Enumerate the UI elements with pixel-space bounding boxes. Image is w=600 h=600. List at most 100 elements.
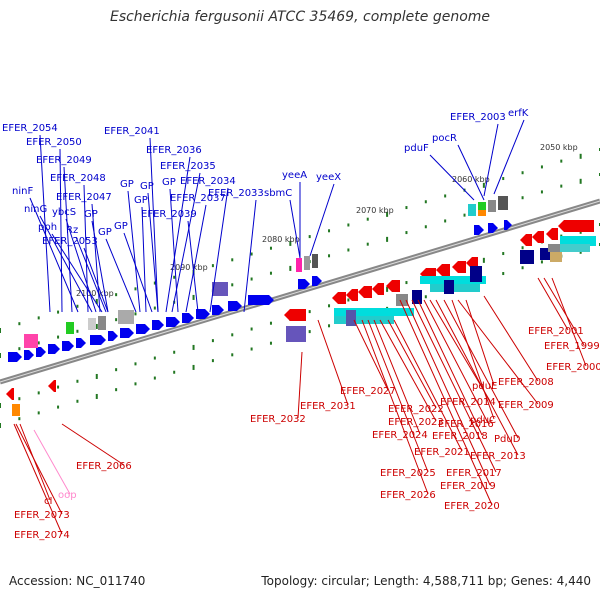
- reverse-gene-leader: [387, 319, 437, 409]
- reverse-gene-label: EFER_2018: [432, 431, 488, 442]
- gene-labels: EFER_2054 EFER_2050 EFER_2049 ninF EFER_2048…: [2, 108, 600, 541]
- track-tick: [231, 258, 234, 262]
- forward-gene-arrow: [24, 350, 34, 360]
- forward-gene-label: GP: [120, 179, 134, 190]
- reverse-gene-arrow: [520, 234, 532, 246]
- forward-gene-label: ninF: [12, 186, 33, 197]
- reverse-gene-leader: [429, 299, 491, 402]
- track-tick: [231, 283, 234, 287]
- track-tick: [192, 344, 195, 350]
- track-tick: [0, 403, 1, 408]
- track-tick: [308, 310, 311, 314]
- track-tick: [0, 423, 1, 428]
- track-tick: [386, 286, 389, 292]
- track-tick: [444, 219, 447, 223]
- track-tick: [289, 265, 292, 271]
- track-tick: [95, 298, 98, 304]
- forward-gene-block: [478, 202, 486, 212]
- label-leader-lines: [13, 119, 587, 535]
- forward-gene-label: pduF: [404, 143, 429, 154]
- reverse-gene-leader: [465, 299, 495, 386]
- reverse-gene-label: cI: [44, 496, 52, 507]
- reverse-gene-label: EFER_2008: [498, 377, 554, 388]
- reverse-gene-leader: [15, 423, 63, 515]
- forward-gene-leader: [123, 232, 153, 313]
- reverse-gene-label: EFER_2027: [340, 386, 396, 397]
- forward-gene-label: EFER_2003: [450, 112, 506, 123]
- track-tick: [366, 217, 369, 221]
- reverse-gene-block: [560, 236, 596, 246]
- forward-gene-leader: [127, 190, 141, 313]
- track-tick: [347, 223, 350, 227]
- forward-gene-leader: [309, 183, 335, 257]
- track-tick: [579, 153, 582, 159]
- reverse-gene-leader: [423, 299, 489, 424]
- forward-gene-leader: [187, 220, 199, 313]
- forward-gene-leader: [39, 134, 51, 313]
- forward-gene-label: EFER_2033: [208, 188, 264, 199]
- forward-gene-arrow: [298, 279, 310, 289]
- forward-gene-label: yeeA: [282, 170, 307, 181]
- forward-gene-leader: [141, 206, 147, 313]
- forward-gene-leader: [63, 166, 73, 313]
- tick-label: 2070 kbp: [356, 206, 394, 215]
- forward-gene-label: EFER_2054: [2, 123, 58, 134]
- reverse-gene-label: EFER_2001: [528, 326, 584, 337]
- track-tick: [115, 293, 118, 297]
- forward-gene-block: [118, 310, 134, 324]
- reverse-gene-label: EFER_2009: [498, 400, 554, 411]
- track-tick: [153, 356, 156, 360]
- track-tick: [134, 287, 137, 291]
- track-tick: [482, 257, 485, 263]
- backbone: [0, 198, 600, 385]
- track-tick: [347, 248, 350, 252]
- track-tick: [37, 411, 40, 415]
- track-tick: [76, 399, 79, 403]
- forward-gene-label: erfK: [508, 108, 529, 119]
- gene-features: [6, 196, 596, 416]
- forward-gene-block: [88, 318, 96, 330]
- track-tick: [192, 364, 195, 370]
- track-tick: [502, 272, 505, 276]
- reverse-gene-block: [334, 308, 414, 316]
- track-tick: [192, 294, 195, 300]
- reverse-gene-arrow: [6, 388, 14, 400]
- track-tick: [424, 295, 427, 299]
- reverse-gene-leader: [443, 299, 519, 439]
- track-tick: [308, 235, 311, 239]
- reverse-gene-arrow: [452, 261, 466, 273]
- reverse-gene-label: PduD: [494, 434, 521, 445]
- track-tick: [521, 266, 524, 270]
- track-tick: [579, 178, 582, 184]
- forward-gene-leader: [429, 154, 475, 201]
- forward-gene-arrow: [248, 295, 274, 305]
- reverse-gene-leader: [317, 319, 349, 406]
- track-tick: [289, 240, 292, 246]
- forward-gene-leader: [149, 137, 159, 313]
- reverse-gene-leader: [367, 319, 429, 473]
- reverse-gene-block: [540, 248, 550, 260]
- track-tick: [95, 323, 98, 329]
- forward-gene-arrow: [90, 335, 106, 345]
- forward-gene-label: EFER_2036: [146, 145, 202, 156]
- forward-gene-block: [296, 258, 302, 272]
- track-tick: [521, 196, 524, 200]
- track-tick: [0, 328, 1, 333]
- forward-gene-leader: [483, 123, 499, 197]
- reverse-gene-label: EFER_2031: [300, 401, 356, 412]
- track-tick: [405, 231, 408, 235]
- forward-gene-arrow: [212, 305, 224, 315]
- track-tick: [405, 206, 408, 210]
- track-tick: [115, 368, 118, 372]
- reverse-gene-label: EFER_2074: [14, 530, 70, 541]
- reverse-gene-label: EFER_2000: [546, 362, 600, 373]
- reverse-gene-label: EFER_2013: [470, 451, 526, 462]
- forward-gene-label: ybcS: [52, 207, 76, 218]
- track-tick: [18, 347, 21, 351]
- track-tick: [250, 327, 253, 331]
- forward-gene-block: [312, 254, 318, 268]
- forward-gene-arrow: [62, 341, 74, 351]
- track-tick: [57, 385, 60, 389]
- forward-gene-block: [478, 210, 486, 216]
- forward-gene-label: GP: [140, 181, 154, 192]
